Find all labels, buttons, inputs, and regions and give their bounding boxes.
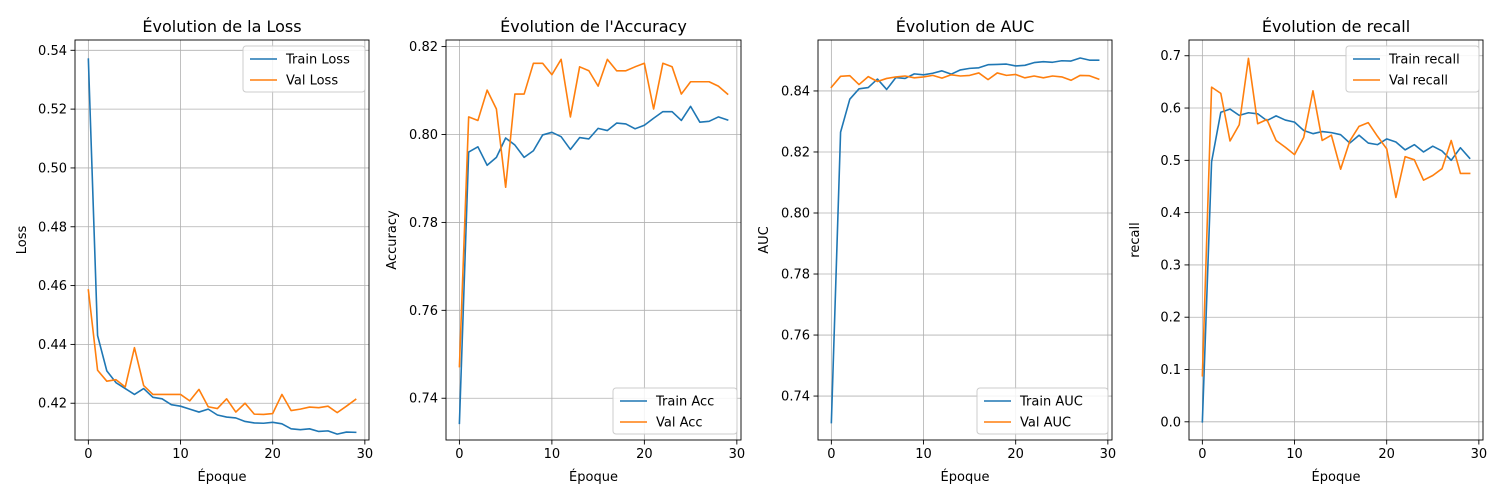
auc-series-val-line (830, 72, 1100, 89)
accuracy-chart-title: Évolution de l'Accuracy (500, 17, 687, 36)
loss-xtick-label-3: 30 (357, 447, 374, 462)
loss-chart-title: Évolution de la Loss (142, 17, 301, 36)
accuracy-legend-label-train: Train Acc (655, 395, 714, 410)
auc-ytick-label-0: 0.74 (781, 390, 810, 405)
auc-ytick-label-3: 0.80 (781, 206, 810, 221)
accuracy-y-axis-label: Accuracy (385, 210, 400, 270)
recall-series-val-line (1201, 57, 1471, 377)
loss-axes-frame (74, 39, 370, 441)
auc-ytick-label-4: 0.82 (781, 145, 810, 160)
loss-y-axis-label: Loss (15, 226, 30, 255)
accuracy-xtick-label-1: 10 (544, 447, 561, 462)
loss-series-train-line (87, 58, 357, 435)
auc-x-axis-label: Époque (941, 469, 990, 485)
auc-legend-label-val: Val AUC (1020, 416, 1071, 431)
recall-xtick-label-2: 20 (1378, 447, 1395, 462)
loss-legend-label-train: Train Loss (285, 53, 350, 68)
loss-xtick-label-1: 10 (172, 447, 189, 462)
auc-xtick-label-1: 10 (915, 447, 932, 462)
loss-ytick-label-0: 0.42 (38, 397, 67, 412)
auc-xtick-label-3: 30 (1100, 447, 1117, 462)
recall-xtick-label-0: 0 (1198, 447, 1206, 462)
recall-x-axis-label: Époque (1312, 469, 1361, 485)
recall-ytick-label-5: 0.5 (1160, 154, 1181, 169)
auc-axes-frame (817, 39, 1113, 441)
loss-x-axis-label: Époque (198, 469, 247, 485)
recall-xtick-label-3: 30 (1471, 447, 1488, 462)
subplot-recall: 0 10 20 30 0.0 0.1 0.2 0.3 0.4 0.5 0.6 0.7 Évolution… (1128, 17, 1487, 485)
recall-legend: Train recall Val recall (1345, 45, 1480, 93)
auc-ytick-label-5: 0.84 (781, 84, 810, 99)
loss-xtick-label-0: 0 (84, 447, 92, 462)
recall-y-axis-label: recall (1128, 222, 1143, 257)
accuracy-xtick-label-2: 20 (636, 447, 653, 462)
accuracy-series-train-line (458, 105, 729, 425)
accuracy-xtick-label-0: 0 (455, 447, 463, 462)
auc-xtick-label-0: 0 (827, 447, 835, 462)
accuracy-legend-label-val: Val Acc (656, 416, 703, 431)
loss-ytick-label-1: 0.44 (38, 338, 67, 353)
recall-ytick-label-3: 0.3 (1160, 258, 1181, 273)
recall-legend-label-train: Train recall (1388, 53, 1460, 68)
auc-xtick-label-2: 20 (1007, 447, 1024, 462)
accuracy-legend: Train Acc Val Acc (612, 387, 738, 435)
auc-y-axis-label: AUC (757, 226, 772, 254)
loss-legend: Train Loss Val Loss (242, 45, 366, 93)
recall-ytick-label-7: 0.7 (1160, 49, 1181, 64)
auc-legend: Train AUC Val AUC (976, 387, 1109, 435)
loss-ytick-label-5: 0.52 (38, 103, 67, 118)
auc-ytick-label-1: 0.76 (781, 329, 810, 344)
subplot-loss: 0 10 20 30 0.42 0.44 0.46 0.48 0.50 0.52 0.54 Évolu… (15, 17, 373, 485)
loss-series-val-line (87, 289, 357, 416)
loss-legend-label-val: Val Loss (286, 74, 338, 89)
accuracy-xtick-label-3: 30 (729, 447, 746, 462)
accuracy-ytick-label-0: 0.74 (409, 392, 438, 407)
recall-xtick-label-1: 10 (1286, 447, 1303, 462)
recall-ytick-label-0: 0.0 (1160, 415, 1181, 430)
accuracy-ytick-label-4: 0.82 (409, 40, 438, 55)
accuracy-ytick-label-2: 0.78 (409, 216, 438, 231)
accuracy-ytick-label-1: 0.76 (409, 304, 438, 319)
loss-ytick-label-3: 0.48 (38, 220, 67, 235)
subplot-auc: 0 10 20 30 0.74 0.76 0.78 0.80 0.82 0.84 Évolution… (757, 17, 1116, 485)
auc-ytick-label-2: 0.78 (781, 268, 810, 283)
loss-ytick-label-2: 0.46 (38, 279, 67, 294)
auc-legend-label-train: Train AUC (1019, 395, 1083, 410)
subplot-accuracy: 0 10 20 30 0.74 0.76 0.78 0.80 0.82 Évolution de … (385, 17, 745, 485)
loss-ytick-label-6: 0.54 (38, 44, 67, 59)
recall-legend-label-val: Val recall (1389, 74, 1448, 89)
recall-ytick-label-4: 0.4 (1160, 206, 1181, 221)
loss-ytick-label-4: 0.50 (38, 161, 67, 176)
loss-xtick-label-2: 20 (264, 447, 281, 462)
accuracy-x-axis-label: Époque (569, 469, 618, 485)
recall-axes-frame (1188, 39, 1484, 441)
recall-ytick-label-6: 0.6 (1160, 102, 1181, 117)
recall-ytick-label-1: 0.1 (1160, 363, 1181, 378)
recall-ytick-label-2: 0.2 (1160, 311, 1181, 326)
recall-chart-title: Évolution de recall (1262, 17, 1410, 36)
accuracy-ytick-label-3: 0.80 (409, 128, 438, 143)
accuracy-axes-frame (445, 39, 742, 441)
auc-series-train-line (830, 57, 1100, 424)
recall-series-train-line (1201, 108, 1471, 423)
auc-chart-title: Évolution de AUC (896, 17, 1035, 36)
accuracy-series-val-line (458, 58, 729, 368)
